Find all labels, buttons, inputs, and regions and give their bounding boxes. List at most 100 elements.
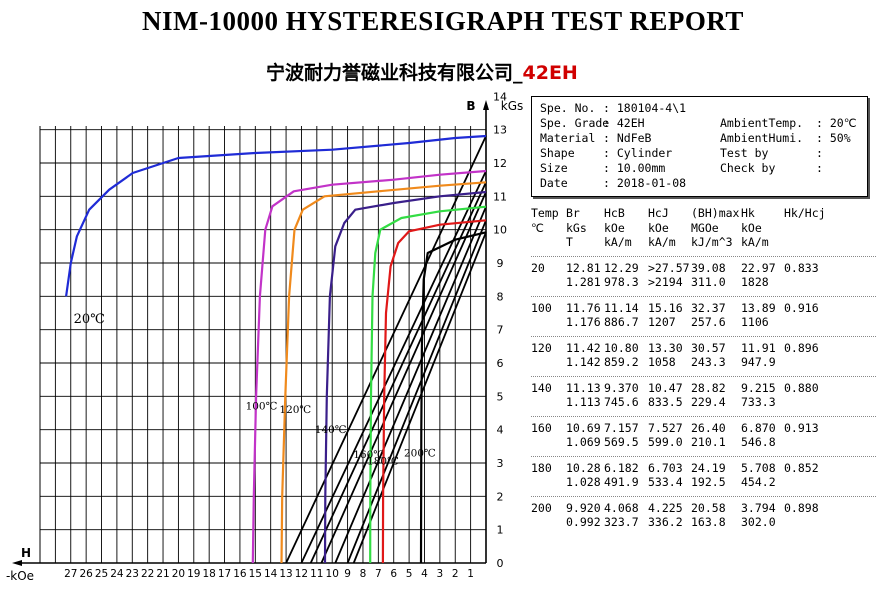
- table-cell: [531, 515, 566, 530]
- table-divider: [531, 455, 876, 457]
- info-k1: Size: [540, 161, 568, 175]
- table-header-cell: kA/m: [741, 235, 769, 249]
- load-line: [309, 181, 487, 564]
- table-header-cell: (BH)max: [691, 206, 740, 220]
- table-cell: [531, 395, 566, 410]
- table-header-cell: kGs: [566, 220, 587, 235]
- table-row: 160 10.69 7.157 7.527 26.40 6.870 0.913: [531, 421, 876, 436]
- info-k1: Shape: [540, 146, 575, 160]
- table-header-cell: T: [566, 235, 573, 249]
- table-cell: 1828: [741, 275, 769, 289]
- table-cell: 1.176: [566, 315, 601, 329]
- table-cell: 192.5: [691, 475, 726, 489]
- y-axis-symbol: B: [466, 99, 475, 113]
- table-cell: 886.7: [604, 315, 639, 329]
- table-cell: [531, 275, 566, 290]
- table-row: 120 11.42 10.80 13.30 30.57 11.91 0.896: [531, 341, 876, 356]
- x-tick-label: 9: [344, 568, 351, 580]
- table-header-cell: Hk/Hcj: [784, 206, 826, 220]
- table-header-cell: [784, 235, 834, 250]
- table-cell: 1106: [741, 315, 769, 329]
- table-cell: 0.833: [784, 260, 819, 275]
- x-tick-label: 19: [187, 568, 200, 580]
- info-v2: :: [816, 161, 823, 175]
- table-cell: 733.3: [741, 395, 776, 409]
- table-cell: 745.6: [604, 395, 639, 409]
- table-cell: 10.28: [566, 460, 601, 475]
- table-cell: 5.708: [741, 460, 776, 475]
- table-cell: 210.1: [691, 435, 726, 449]
- x-tick-label: 21: [156, 568, 169, 580]
- table-cell: [531, 475, 566, 490]
- table-cell: [784, 315, 834, 330]
- table-cell: 4.225: [648, 500, 683, 515]
- table-cell: 947.9: [741, 355, 776, 369]
- x-tick-label: 18: [202, 568, 215, 580]
- x-tick-label: 26: [79, 568, 93, 580]
- table-row: 1.281 978.3 >2194 311.0 1828: [531, 275, 876, 290]
- y-tick-label: 8: [497, 290, 504, 303]
- curve-180c: [381, 219, 487, 564]
- table-cell: 32.37: [691, 300, 726, 315]
- table-cell: 1.069: [566, 435, 601, 449]
- table-cell: 200: [531, 500, 552, 515]
- specimen-info-box: Spe. No.: 180104-4\1 Spe. Grade: 42EH Ambi…: [531, 96, 868, 197]
- table-cell: 311.0: [691, 275, 726, 289]
- table-cell: 546.8: [741, 435, 776, 449]
- table-header-cell: kA/m: [648, 235, 676, 249]
- table-cell: 20: [531, 260, 545, 275]
- x-tick-label: 27: [64, 568, 77, 580]
- table-cell: 11.14: [604, 300, 639, 315]
- load-line: [300, 170, 487, 564]
- y-tick-label: 1: [497, 524, 504, 537]
- curve-label-160c: 160℃: [353, 449, 385, 461]
- curve-160c: [369, 205, 487, 564]
- x-tick-label: 8: [360, 568, 367, 580]
- table-cell: 3.794: [741, 500, 776, 515]
- table-cell: 26.40: [691, 420, 726, 435]
- table-cell: 6.870: [741, 420, 776, 435]
- table-cell: 229.4: [691, 395, 726, 409]
- x-tick-label: 5: [406, 568, 413, 580]
- x-tick-label: 16: [233, 568, 247, 580]
- table-cell: 533.4: [648, 475, 683, 489]
- table-row: 180 10.28 6.182 6.703 24.19 5.708 0.852: [531, 461, 876, 476]
- report-subtitle: 宁波耐力誉磁业科技有限公司_42EH: [266, 58, 578, 85]
- table-cell: 1058: [648, 355, 676, 369]
- x-tick-label: 24: [110, 568, 124, 580]
- table-cell: 257.6: [691, 315, 726, 329]
- info-row: Shape: Cylinder Test by:: [540, 146, 867, 161]
- results-table: Temp Br HcB HcJ (BH)max Hk Hk/Hcj ℃ kGs kOe kOe MGO…: [531, 206, 876, 530]
- table-cell: 11.76: [566, 300, 601, 315]
- x-tick-label: 22: [141, 568, 154, 580]
- table-cell: 323.7: [604, 515, 639, 529]
- table-cell: 180: [531, 460, 552, 475]
- table-cell: [531, 315, 566, 330]
- x-tick-label: 15: [249, 568, 262, 580]
- info-v2: : 50%: [816, 131, 851, 145]
- table-header-cell: HcJ: [648, 206, 669, 220]
- table-header-cell: kOe: [648, 220, 669, 235]
- table-header-cell: Hk: [741, 206, 755, 220]
- table-cell: 163.8: [691, 515, 726, 529]
- table-cell: 833.5: [648, 395, 683, 409]
- info-v1: : 10.00mm: [603, 161, 666, 175]
- curve-label-140c: 140℃: [315, 424, 347, 436]
- table-row: 140 11.13 9.370 10.47 28.82 9.215 0.880: [531, 381, 876, 396]
- table-cell: 1.028: [566, 475, 601, 489]
- load-line: [334, 206, 487, 564]
- info-k2: Test by: [720, 146, 769, 160]
- table-divider: [531, 255, 876, 257]
- info-k1: Material: [540, 131, 596, 145]
- table-cell: 20.58: [691, 500, 726, 515]
- table-cell: [531, 435, 566, 450]
- curve-20c: [65, 134, 487, 297]
- curve-label-100c: 100℃: [246, 401, 278, 413]
- table-cell: [784, 275, 834, 290]
- info-k2: AmbientHumi.: [720, 131, 804, 145]
- table-header-cell: HcB: [604, 206, 625, 220]
- table-cell: 1207: [648, 315, 676, 329]
- table-cell: 6.182: [604, 460, 639, 475]
- table-header-cell: kOe: [604, 220, 625, 235]
- y-tick-label: 14: [493, 90, 507, 103]
